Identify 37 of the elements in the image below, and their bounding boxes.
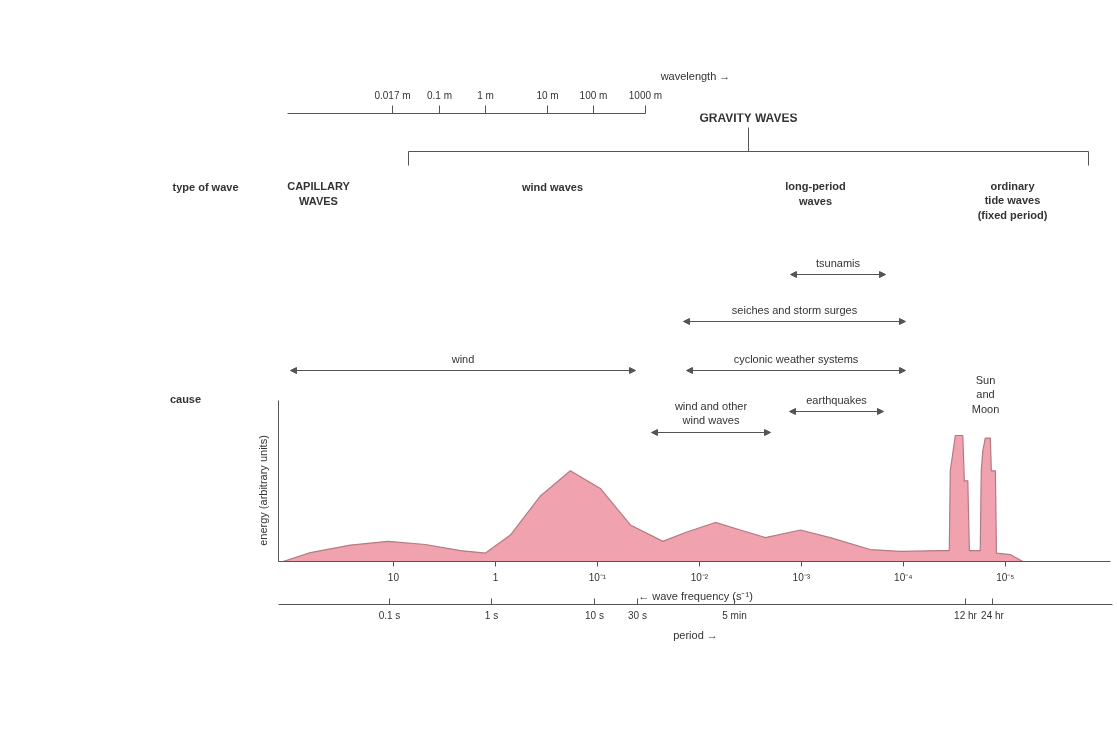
text: 0.1 s bbox=[378, 609, 401, 621]
text: 10 s bbox=[585, 609, 604, 621]
text: cause bbox=[169, 392, 202, 405]
text: cyclonic weather systems bbox=[733, 352, 859, 365]
text: 30 s bbox=[628, 609, 647, 621]
text: wind and other wind waves bbox=[673, 400, 748, 427]
text: type of wave bbox=[172, 180, 239, 193]
text: 100 m bbox=[579, 89, 608, 101]
x-tick-label: 10⁻¹ bbox=[588, 571, 607, 583]
text: 1000 m bbox=[628, 89, 663, 101]
text: 1 m bbox=[477, 89, 494, 101]
text: CAPILLARY WAVES bbox=[287, 180, 351, 207]
text: ordinary tide waves (fixed period) bbox=[977, 180, 1048, 221]
text: period → bbox=[673, 628, 718, 641]
text: earthquakes bbox=[806, 393, 868, 406]
text: 5 min bbox=[722, 609, 747, 621]
text: wind bbox=[450, 352, 475, 365]
text: Sun and Moon bbox=[971, 374, 1000, 415]
y-axis-title: energy (arbitrary units) bbox=[256, 435, 269, 546]
text: long-period waves bbox=[785, 180, 846, 207]
text: 12 hr bbox=[954, 609, 978, 621]
text: 0.017 m bbox=[374, 89, 411, 101]
text: 1 s bbox=[484, 609, 499, 621]
x-tick-label: 10⁻³ bbox=[792, 571, 811, 583]
text: seiches and storm surges bbox=[731, 303, 858, 316]
x-tick-label: 1 bbox=[492, 571, 499, 583]
text: GRAVITY WAVES bbox=[699, 110, 798, 125]
text: wavelength → bbox=[659, 69, 731, 82]
x-tick-label: 10⁻⁴ bbox=[894, 571, 913, 583]
text: wind waves bbox=[520, 180, 584, 193]
text: 10 m bbox=[536, 89, 559, 101]
text: tsunamis bbox=[815, 256, 861, 269]
x-tick-label: 10⁻⁵ bbox=[996, 571, 1015, 583]
x-tick-label: 10⁻² bbox=[690, 571, 709, 583]
text: 0.1 m bbox=[427, 89, 453, 101]
x-tick-label: 10 bbox=[387, 571, 400, 583]
text: 24 hr bbox=[981, 609, 1005, 621]
